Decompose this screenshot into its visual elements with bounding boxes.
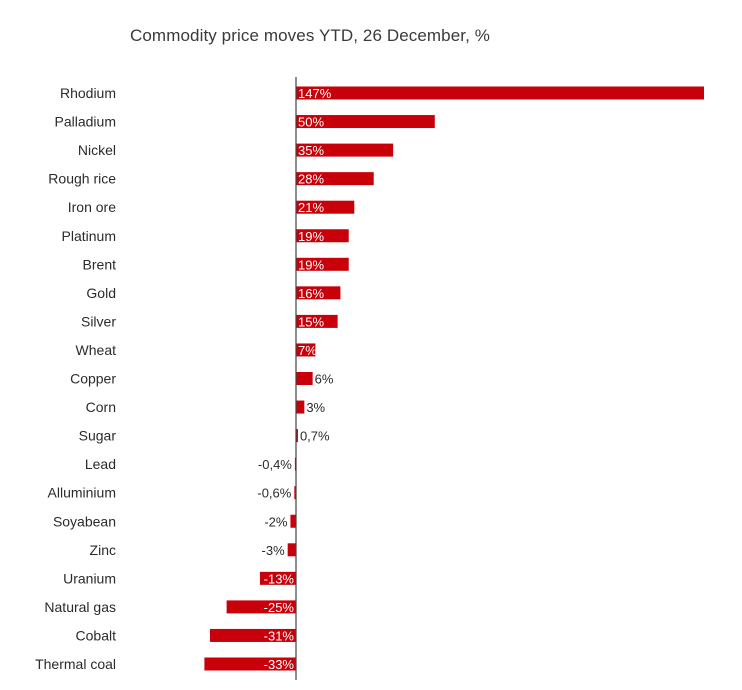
bar <box>209 628 296 642</box>
bar <box>296 343 316 357</box>
category-label: Natural gas <box>44 599 116 615</box>
bar <box>296 200 355 214</box>
category-label: Sugar <box>79 428 117 444</box>
category-label: Brent <box>83 256 117 272</box>
category-label: Palladium <box>55 114 116 130</box>
category-label: Soyabean <box>53 513 116 529</box>
data-label: 16% <box>298 286 324 301</box>
data-label: -0,4% <box>258 457 292 472</box>
bar <box>294 486 296 500</box>
category-label: Rough rice <box>48 171 116 187</box>
category-label: Lead <box>85 456 116 472</box>
bar <box>287 543 296 557</box>
bar <box>296 257 349 271</box>
category-label: Copper <box>70 371 116 387</box>
bar <box>226 600 296 614</box>
category-label: Corn <box>86 399 116 415</box>
bar <box>296 400 305 414</box>
data-label: 0,7% <box>300 429 330 444</box>
category-label: Rhodium <box>60 85 116 101</box>
data-label: 3% <box>306 400 325 415</box>
category-label: Nickel <box>78 142 116 158</box>
data-label: 7% <box>298 343 317 358</box>
bar <box>296 372 313 385</box>
data-label: -2% <box>264 514 288 529</box>
data-label: 50% <box>298 115 324 130</box>
data-label: -25% <box>264 600 295 615</box>
bar <box>296 314 338 328</box>
bar <box>296 172 374 186</box>
data-label: -13% <box>264 571 295 586</box>
category-label: Thermal coal <box>35 656 116 672</box>
data-label: 15% <box>298 314 324 329</box>
bar <box>259 571 296 585</box>
bar <box>296 86 704 100</box>
data-label: -3% <box>262 543 286 558</box>
bar <box>204 657 296 671</box>
category-label: Uranium <box>63 570 116 586</box>
data-label: 6% <box>315 372 334 387</box>
chart-title: Commodity price moves YTD, 26 December, … <box>130 26 490 45</box>
bar <box>296 429 298 443</box>
category-label: Wheat <box>76 342 117 358</box>
data-label: 19% <box>298 257 324 272</box>
data-label: -33% <box>264 657 295 672</box>
category-label: Silver <box>81 313 116 329</box>
category-label: Zinc <box>90 542 116 558</box>
data-label: 147% <box>298 86 332 101</box>
bar <box>296 143 394 157</box>
data-label: 35% <box>298 143 324 158</box>
category-label: Cobalt <box>76 627 117 643</box>
data-label: 21% <box>298 200 324 215</box>
category-label: Iron ore <box>68 199 116 215</box>
bar <box>296 115 435 129</box>
data-label: 28% <box>298 172 324 187</box>
category-label: Alluminium <box>48 485 116 501</box>
bar <box>290 514 296 528</box>
data-label: 19% <box>298 229 324 244</box>
bar <box>296 229 349 243</box>
data-label: -0,6% <box>257 486 291 501</box>
category-label: Platinum <box>62 228 116 244</box>
data-label: -31% <box>264 628 295 643</box>
category-label: Gold <box>86 285 116 301</box>
bar <box>296 286 341 300</box>
